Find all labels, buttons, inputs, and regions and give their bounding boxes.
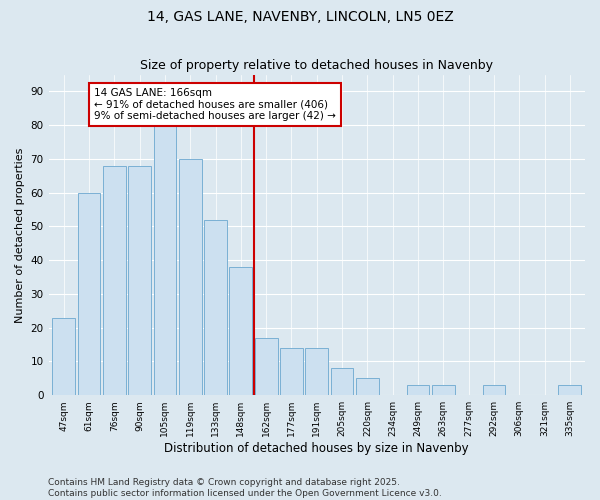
Bar (128, 166, 151, 395)
Bar (103, 166, 126, 395)
Text: Contains HM Land Registry data © Crown copyright and database right 2025.
Contai: Contains HM Land Registry data © Crown c… (48, 478, 442, 498)
Bar (154, 108, 176, 395)
Bar (52, 318, 75, 395)
Bar (280, 348, 303, 395)
Bar (179, 159, 202, 395)
Bar (331, 368, 353, 395)
Bar (559, 385, 581, 395)
Text: 14, GAS LANE, NAVENBY, LINCOLN, LN5 0EZ: 14, GAS LANE, NAVENBY, LINCOLN, LN5 0EZ (146, 10, 454, 24)
Bar (204, 220, 227, 395)
Bar (407, 385, 430, 395)
Text: 14 GAS LANE: 166sqm
← 91% of detached houses are smaller (406)
9% of semi-detach: 14 GAS LANE: 166sqm ← 91% of detached ho… (94, 88, 336, 122)
Bar (356, 378, 379, 395)
Bar (255, 338, 278, 395)
Bar (482, 385, 505, 395)
Bar (229, 267, 252, 395)
Bar (305, 348, 328, 395)
Title: Size of property relative to detached houses in Navenby: Size of property relative to detached ho… (140, 59, 493, 72)
Bar (432, 385, 455, 395)
Y-axis label: Number of detached properties: Number of detached properties (15, 147, 25, 322)
Bar (77, 192, 100, 395)
X-axis label: Distribution of detached houses by size in Navenby: Distribution of detached houses by size … (164, 442, 469, 455)
